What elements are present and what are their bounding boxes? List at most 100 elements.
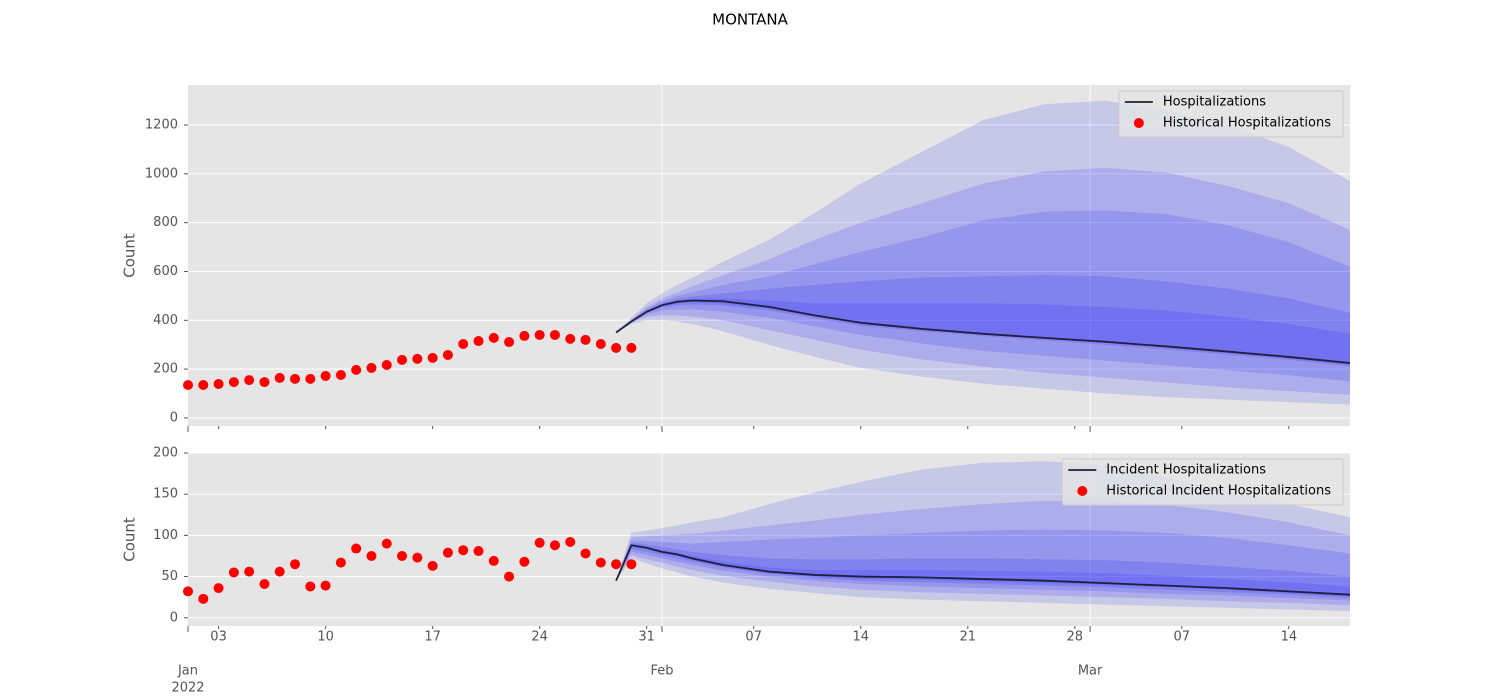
forecast-band bbox=[616, 275, 1350, 367]
y-tick-label: 100 bbox=[153, 528, 178, 543]
legend-box bbox=[1118, 90, 1344, 138]
forecast-band bbox=[616, 542, 1350, 598]
data-point bbox=[274, 372, 285, 383]
data-point bbox=[290, 373, 301, 384]
forecast-band bbox=[616, 100, 1350, 405]
legend: Incident Hospitalizations Historical Inci… bbox=[1061, 458, 1344, 506]
y-tick-label: 200 bbox=[153, 362, 178, 377]
data-point bbox=[504, 337, 515, 348]
y-tick-label: 0 bbox=[170, 610, 178, 625]
data-point bbox=[320, 370, 331, 381]
data-point bbox=[595, 338, 606, 349]
forecast-band bbox=[616, 544, 1350, 597]
legend: Hospitalizations Historical Hospitalizati… bbox=[1118, 90, 1344, 138]
data-point bbox=[228, 567, 239, 578]
data-point bbox=[580, 334, 591, 345]
legend-box bbox=[1061, 458, 1344, 506]
data-point bbox=[244, 375, 255, 386]
x-month-label: Feb bbox=[650, 664, 673, 679]
data-point bbox=[412, 353, 423, 364]
data-point bbox=[427, 560, 438, 571]
x-tick-label: 07 bbox=[1174, 630, 1191, 645]
y-tick-label: 0 bbox=[170, 410, 178, 425]
data-point bbox=[305, 581, 316, 592]
y-tick-label: 150 bbox=[153, 487, 178, 502]
y-tick-label: 400 bbox=[153, 313, 178, 328]
x-tick-label: 14 bbox=[852, 630, 869, 645]
x-year-label: 2022 bbox=[171, 681, 204, 696]
y-tick-label: 200 bbox=[153, 446, 178, 461]
legend-label: Historical Hospitalizations bbox=[1163, 116, 1331, 131]
data-point bbox=[213, 583, 224, 594]
x-tick-label: 21 bbox=[959, 630, 976, 645]
legend-swatch bbox=[1133, 118, 1144, 128]
data-point bbox=[626, 342, 637, 353]
legend-label: Historical Incident Hospitalizations bbox=[1106, 484, 1331, 499]
median-line bbox=[615, 544, 1351, 596]
data-point bbox=[519, 556, 530, 567]
median-line bbox=[615, 299, 1351, 364]
legend-label: Incident Hospitalizations bbox=[1106, 463, 1266, 478]
data-point bbox=[565, 333, 576, 344]
data-point bbox=[473, 546, 484, 557]
data-point bbox=[381, 538, 392, 549]
data-point bbox=[580, 548, 591, 559]
data-point bbox=[412, 552, 423, 563]
chart-title: MONTANA bbox=[712, 11, 788, 29]
data-point bbox=[549, 329, 560, 340]
data-point bbox=[183, 586, 193, 597]
data-point bbox=[458, 545, 469, 556]
legend-swatch bbox=[1077, 486, 1088, 496]
data-point bbox=[366, 362, 377, 373]
data-point bbox=[488, 555, 499, 566]
data-point bbox=[611, 559, 622, 570]
data-point bbox=[534, 537, 545, 548]
y-tick-label: 800 bbox=[153, 215, 178, 230]
data-point bbox=[183, 379, 193, 390]
data-point bbox=[351, 364, 362, 375]
data-point bbox=[228, 377, 239, 388]
x-tick-label: 14 bbox=[1281, 630, 1298, 645]
x-tick-label: 24 bbox=[531, 630, 548, 645]
data-point bbox=[442, 547, 453, 558]
data-point bbox=[595, 557, 606, 568]
data-point bbox=[198, 593, 209, 604]
x-tick-label: 31 bbox=[638, 630, 655, 645]
data-point bbox=[381, 359, 392, 370]
data-point bbox=[626, 559, 637, 570]
data-point bbox=[366, 550, 377, 561]
y-tick-label: 1200 bbox=[145, 118, 178, 133]
forecast-band bbox=[616, 500, 1350, 606]
data-point bbox=[290, 559, 301, 570]
forecast-band bbox=[616, 529, 1350, 601]
x-month-label: Jan bbox=[177, 664, 198, 679]
legend-label: Hospitalizations bbox=[1163, 95, 1266, 110]
data-point bbox=[488, 332, 499, 343]
x-tick-label: 03 bbox=[210, 630, 227, 645]
data-point bbox=[397, 550, 408, 561]
data-point bbox=[519, 330, 530, 341]
x-tick-label: 10 bbox=[317, 630, 334, 645]
data-point bbox=[534, 329, 545, 340]
data-point bbox=[351, 543, 362, 554]
y-axis-label: Count bbox=[121, 233, 139, 278]
y-tick-label: 600 bbox=[153, 264, 178, 279]
data-point bbox=[259, 578, 270, 589]
data-point bbox=[549, 540, 560, 551]
x-tick-label: 17 bbox=[424, 630, 441, 645]
data-point bbox=[335, 369, 346, 380]
data-point bbox=[442, 349, 453, 360]
x-tick-label: 07 bbox=[745, 630, 762, 645]
data-point bbox=[244, 566, 255, 577]
forecast-band bbox=[616, 298, 1350, 365]
data-point bbox=[427, 352, 438, 363]
y-tick-label: 1000 bbox=[145, 166, 178, 181]
data-point bbox=[397, 354, 408, 365]
data-point bbox=[565, 536, 576, 547]
data-point bbox=[335, 557, 346, 568]
data-point bbox=[458, 338, 469, 349]
y-axis-label: Count bbox=[121, 517, 139, 562]
data-point bbox=[274, 566, 285, 577]
forecast-band bbox=[616, 167, 1350, 395]
